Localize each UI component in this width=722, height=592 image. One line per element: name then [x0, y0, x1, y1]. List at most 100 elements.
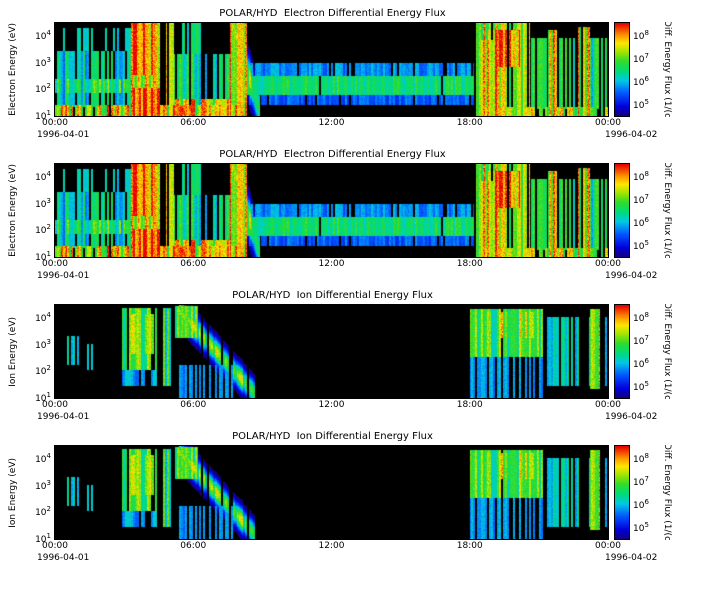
x-tick-label: 12:00: [318, 400, 345, 410]
x-axis-date-left: 1996-04-01: [37, 412, 90, 422]
x-axis-date-right: 1996-04-02: [605, 553, 658, 563]
colorbar-tick-label: 105: [633, 98, 649, 112]
colorbar-tick-label: 107: [633, 333, 649, 347]
y-tick-label: 104: [35, 451, 51, 465]
spectrogram-plot: [54, 163, 609, 258]
y-tick-label: 101: [35, 531, 51, 545]
spectrogram-plot: [54, 304, 609, 399]
x-axis-date-left: 1996-04-01: [37, 271, 90, 281]
spectrogram-canvas: [55, 305, 608, 398]
x-tick-label: 00:00: [595, 400, 621, 410]
y-tick-label: 103: [35, 478, 51, 492]
colorbar-axis-label: Diff. Energy Flux (1/(cm^2 s sr eV)): [662, 22, 672, 117]
spectrogram-canvas: [55, 23, 608, 116]
spectrogram-page: POLAR/HYD Electron Differential Energy F…: [0, 8, 722, 568]
x-axis-ticks: 00:00 06:00 12:00 18:00 00:00: [42, 540, 621, 553]
panel-electron-spectrogram-1: POLAR/HYD Electron Differential Energy F…: [0, 8, 722, 145]
y-tick-label: 103: [35, 337, 51, 351]
x-tick-label: 12:00: [318, 118, 345, 128]
spectrogram-plot: [54, 445, 609, 540]
panel-title: POLAR/HYD Electron Differential Energy F…: [219, 149, 446, 160]
colorbar-wrap: 108 107 106 105: [614, 163, 649, 258]
x-tick-label: 00:00: [595, 541, 621, 551]
x-tick-label: 00:00: [42, 400, 68, 410]
x-tick-label: 18:00: [456, 118, 483, 128]
y-tick-label: 101: [35, 390, 51, 404]
colorbar-tick-label: 108: [633, 310, 649, 324]
colorbar-tick-label: 105: [633, 521, 649, 535]
x-axis-date-right: 1996-04-02: [605, 130, 658, 140]
panel-title: POLAR/HYD Electron Differential Energy F…: [219, 8, 446, 19]
x-tick-label: 00:00: [595, 259, 621, 269]
colorbar-wrap: 108 107 106 105: [614, 304, 649, 399]
x-axis-date-left: 1996-04-01: [37, 553, 90, 563]
x-tick-label: 18:00: [456, 541, 483, 551]
x-axis-date-right: 1996-04-02: [605, 271, 658, 281]
x-tick-label: 00:00: [42, 118, 68, 128]
panel-title: POLAR/HYD Ion Differential Energy Flux: [232, 290, 433, 301]
x-tick-label: 18:00: [456, 259, 483, 269]
spectrogram-canvas: [55, 446, 608, 539]
y-tick-label: 102: [35, 223, 51, 237]
y-tick-label: 102: [35, 364, 51, 378]
x-axis: 00:00 06:00 12:00 18:00 00:00 1996-04-01 199…: [37, 399, 668, 427]
x-axis-ticks: 00:00 06:00 12:00 18:00 00:00: [42, 117, 621, 130]
y-axis-label: Electron Energy (eV): [8, 23, 18, 116]
panel-ion-spectrogram-1: POLAR/HYD Ion Differential Energy Flux I…: [0, 290, 722, 427]
x-tick-label: 00:00: [42, 541, 68, 551]
colorbar-label-wrap: Diff. Energy Flux (1/(cm^2 s sr eV)): [660, 445, 678, 540]
y-axis-ticks: 104 103 102 101: [20, 22, 54, 121]
y-axis-label: Ion Energy (eV): [8, 457, 18, 528]
colorbar: [614, 445, 630, 540]
spectrogram-canvas: [55, 164, 608, 257]
y-tick-label: 104: [35, 310, 51, 324]
x-axis-ticks: 00:00 06:00 12:00 18:00 00:00: [42, 399, 621, 412]
colorbar-axis-label: Diff. Energy Flux (1/(cm^2 s sr eV)): [662, 445, 672, 540]
y-tick-label: 103: [35, 196, 51, 210]
y-tick-label: 104: [35, 28, 51, 42]
x-tick-label: 06:00: [180, 259, 207, 269]
y-axis-ticks: 104 103 102 101: [20, 304, 54, 403]
y-axis-ticks: 104 103 102 101: [20, 163, 54, 262]
colorbar-tick-label: 107: [633, 474, 649, 488]
colorbar-tick-label: 106: [633, 498, 649, 512]
x-tick-label: 00:00: [42, 259, 68, 269]
colorbar-ticks: 108 107 106 105: [633, 445, 663, 540]
colorbar-ticks: 108 107 106 105: [633, 304, 663, 399]
x-axis-ticks: 00:00 06:00 12:00 18:00 00:00: [42, 258, 621, 271]
colorbar: [614, 163, 630, 258]
colorbar-ticks: 108 107 106 105: [633, 22, 663, 117]
colorbar: [614, 22, 630, 117]
x-axis: 00:00 06:00 12:00 18:00 00:00 1996-04-01 199…: [37, 258, 668, 286]
colorbar-axis-label: Diff. Energy Flux (1/(cm^2 s sr eV)): [662, 304, 672, 399]
y-axis-label: Electron Energy (eV): [8, 164, 18, 257]
colorbar-axis-label: Diff. Energy Flux (1/(cm^2 s sr eV)): [662, 163, 672, 258]
y-tick-label: 101: [35, 249, 51, 263]
panel-ion-spectrogram-2: POLAR/HYD Ion Differential Energy Flux I…: [0, 431, 722, 568]
colorbar-tick-label: 106: [633, 216, 649, 230]
colorbar-label-wrap: Diff. Energy Flux (1/(cm^2 s sr eV)): [660, 22, 678, 117]
x-tick-label: 12:00: [318, 259, 345, 269]
x-tick-label: 18:00: [456, 400, 483, 410]
spectrogram-plot: [54, 22, 609, 117]
colorbar: [614, 304, 630, 399]
panel-electron-spectrogram-2: POLAR/HYD Electron Differential Energy F…: [0, 149, 722, 286]
y-axis-ticks: 104 103 102 101: [20, 445, 54, 544]
colorbar-tick-label: 106: [633, 75, 649, 89]
x-tick-label: 12:00: [318, 541, 345, 551]
colorbar-label-wrap: Diff. Energy Flux (1/(cm^2 s sr eV)): [660, 163, 678, 258]
panel-title: POLAR/HYD Ion Differential Energy Flux: [232, 431, 433, 442]
x-tick-label: 06:00: [180, 400, 207, 410]
colorbar-tick-label: 107: [633, 192, 649, 206]
colorbar-tick-label: 105: [633, 239, 649, 253]
x-tick-label: 00:00: [595, 118, 621, 128]
colorbar-tick-label: 106: [633, 357, 649, 371]
colorbar-tick-label: 108: [633, 169, 649, 183]
colorbar-tick-label: 105: [633, 380, 649, 394]
x-tick-label: 06:00: [180, 541, 207, 551]
colorbar-tick-label: 108: [633, 451, 649, 465]
x-tick-label: 06:00: [180, 118, 207, 128]
y-tick-label: 103: [35, 55, 51, 69]
colorbar-tick-label: 108: [633, 28, 649, 42]
x-axis: 00:00 06:00 12:00 18:00 00:00 1996-04-01 199…: [37, 540, 668, 568]
